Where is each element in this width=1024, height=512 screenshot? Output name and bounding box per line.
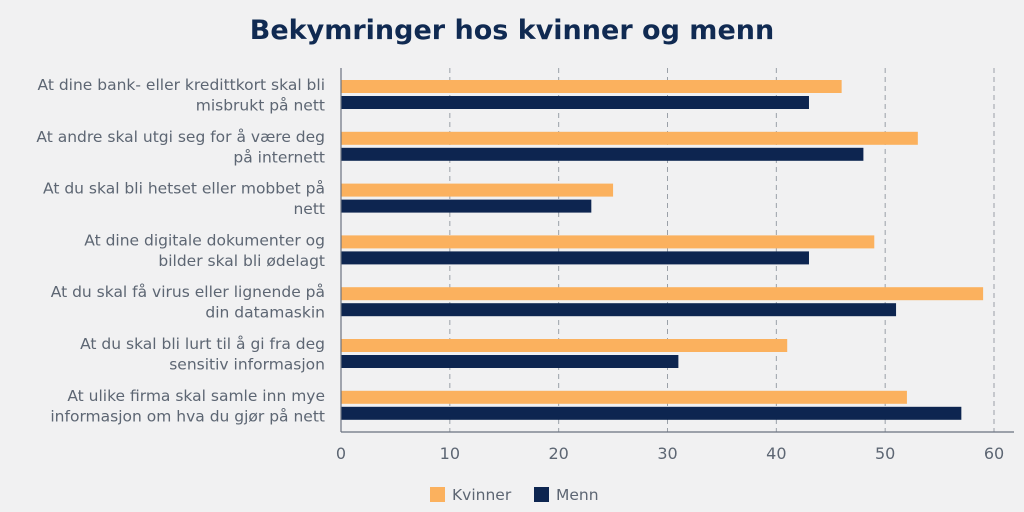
x-tick-label-40: 40 <box>766 444 786 463</box>
x-tick-label-0: 0 <box>336 444 346 463</box>
category-label-5: At du skal få virus eller lignende på din… <box>51 283 325 322</box>
bar-kvinner-6 <box>341 339 788 352</box>
x-tick-label-20: 20 <box>548 444 568 463</box>
bar-menn-1 <box>341 96 809 109</box>
bars <box>341 80 984 420</box>
legend-swatch-kvinner <box>430 487 445 502</box>
x-tick-labels: 0 10 20 30 40 50 60 <box>336 444 1004 463</box>
grid-lines <box>449 68 995 432</box>
x-tick-label-30: 30 <box>657 444 677 463</box>
legend-swatch-menn <box>534 487 549 502</box>
category-label-2: At andre skal utgi seg for å være deg på … <box>36 128 325 167</box>
x-tick-label-50: 50 <box>875 444 895 463</box>
bar-menn-5 <box>341 303 897 317</box>
category-label-4: At dine digitale dokumenter og bilder ska… <box>84 231 325 270</box>
bar-kvinner-7 <box>341 390 907 404</box>
legend: Kvinner Menn <box>430 486 599 504</box>
category-labels: At dine bank- eller kredittkort skal bli… <box>36 76 325 425</box>
bar-kvinner-3 <box>341 183 614 197</box>
axes <box>340 68 1014 433</box>
bar-menn-7 <box>341 406 962 420</box>
bar-kvinner-1 <box>341 80 842 93</box>
bar-kvinner-2 <box>341 131 918 145</box>
category-label-3: At du skal bli hetset eller mobbet på net… <box>43 180 325 219</box>
chart-title: Bekymringer hos kvinner og menn <box>250 15 774 46</box>
category-label-1: At dine bank- eller kredittkort skal bli… <box>38 76 326 115</box>
bar-menn-4 <box>341 251 809 265</box>
category-label-6: At du skal bli lurt til å gi fra deg sens… <box>80 335 325 374</box>
legend-label-kvinner: Kvinner <box>452 486 512 504</box>
bar-menn-6 <box>341 355 679 368</box>
bar-kvinner-5 <box>341 287 984 301</box>
category-label-7: At ulike firma skal samle inn mye informa… <box>50 387 325 426</box>
bar-menn-2 <box>341 147 864 161</box>
bar-menn-3 <box>341 199 592 213</box>
legend-label-menn: Menn <box>556 486 599 504</box>
x-tick-label-10: 10 <box>440 444 460 463</box>
x-tick-label-60: 60 <box>984 444 1004 463</box>
bar-kvinner-4 <box>341 235 875 249</box>
